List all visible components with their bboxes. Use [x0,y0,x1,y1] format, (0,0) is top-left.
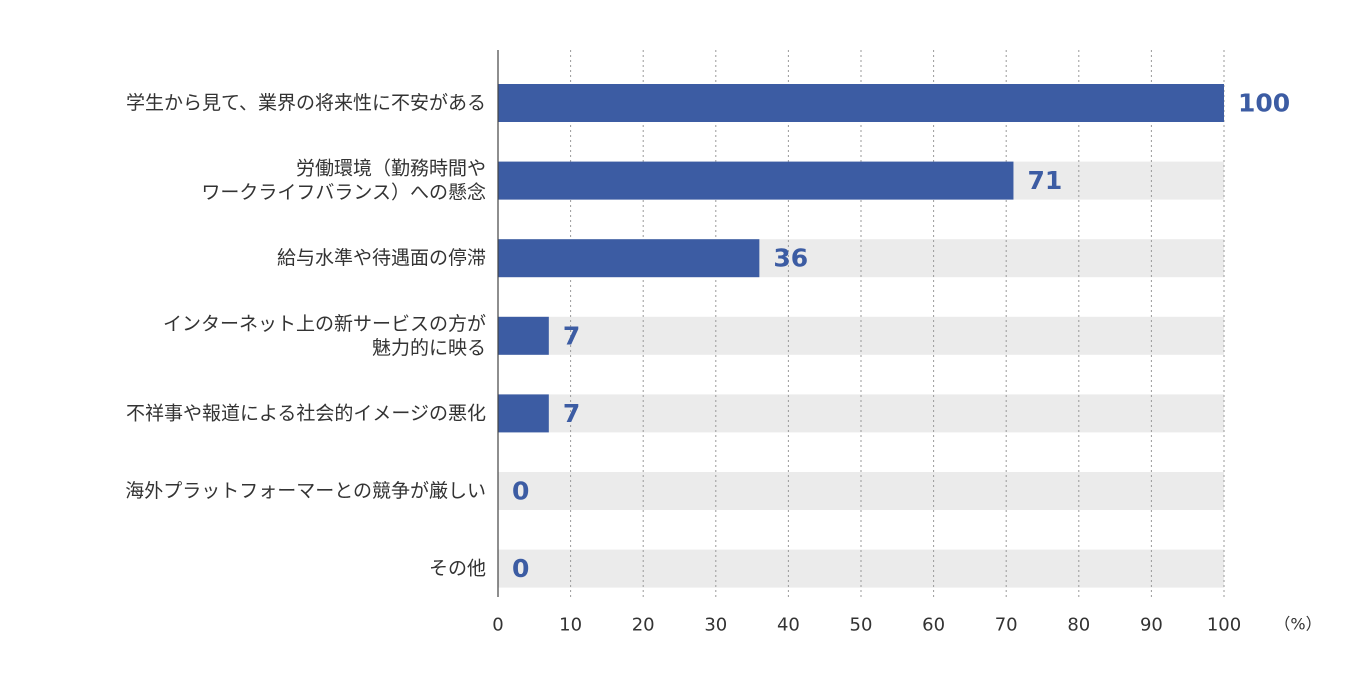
category-label: その他 [429,558,486,580]
value-label: 100 [1238,89,1290,118]
category-label: インターネット上の新サービスの方が [163,313,486,335]
category-label: 不祥事や報道による社会的イメージの悪化 [126,402,486,424]
value-label: 7 [563,321,580,350]
bar [498,161,1014,200]
x-tick-label: 90 [1140,615,1163,636]
x-tick-label: 30 [704,615,727,636]
bar-group [498,84,1224,433]
x-tick-label: 60 [922,615,945,636]
x-tick-label: 70 [995,615,1018,636]
x-tick-label: 0 [492,615,503,636]
bar [498,84,1224,122]
value-label: 36 [773,244,808,273]
bar [498,316,549,355]
value-label: 0 [512,477,529,506]
category-label: 労働環境（勤務時間や [296,158,486,180]
category-label: 給与水準や待遇面の停滞 [277,247,486,269]
category-label: 海外プラットフォーマーとの競争が厳しい [125,480,486,502]
gridline-group [570,50,1225,597]
value-label-group: 100 71 36 7 7 0 0 [512,89,1290,584]
bar [498,239,760,278]
x-tick-label-group: 0 10 20 30 40 50 60 70 80 90 100 [492,615,1241,636]
x-tick-label: 40 [777,615,800,636]
x-tick-label: 10 [559,615,582,636]
x-tick-label: 20 [632,615,655,636]
x-tick-label: 50 [850,615,873,636]
category-label: 魅力的に映る [372,337,486,359]
category-label-group: 学生から見て、業界の将来性に不安がある労働環境（勤務時間やワークライフバランス）… [125,92,486,580]
x-tick-label: 100 [1207,615,1241,636]
value-label: 71 [1027,166,1062,195]
value-label: 0 [512,554,529,583]
bar [498,394,549,433]
x-tick-label: 80 [1067,615,1090,636]
value-label: 7 [563,399,580,428]
category-label: ワークライフバランス）への懸念 [201,181,486,204]
x-unit-label: （%） [1274,615,1321,634]
category-label: 学生から見て、業界の将来性に不安がある [126,92,486,114]
